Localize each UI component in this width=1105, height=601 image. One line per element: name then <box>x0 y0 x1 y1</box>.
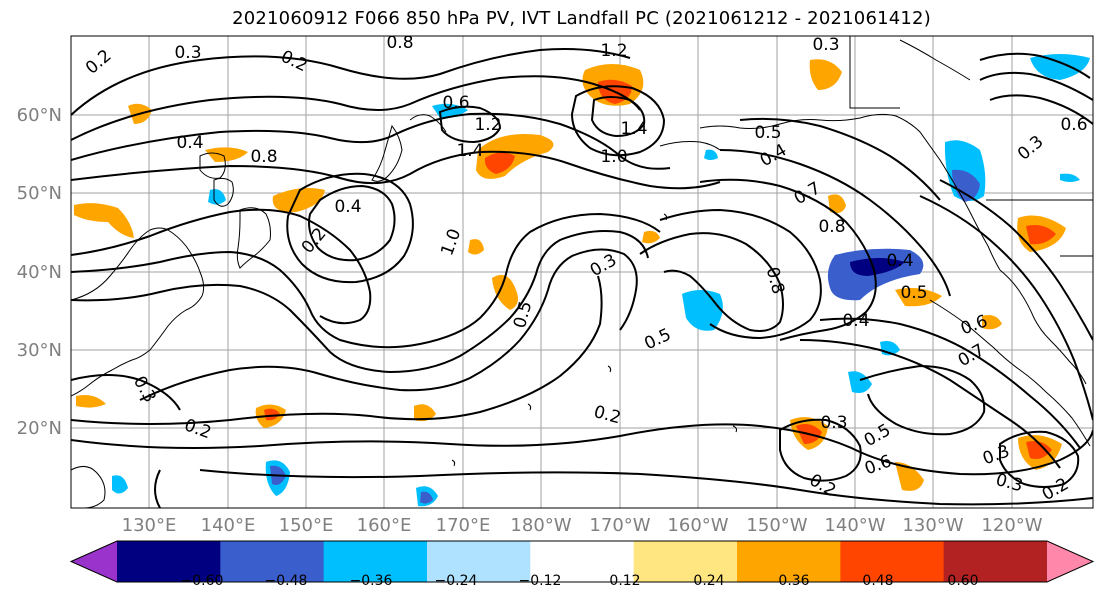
pv-patch-positive <box>76 395 106 408</box>
contour-label: 0.8 <box>386 33 413 53</box>
lat-label-40n: 40°N <box>17 262 62 283</box>
contour-label: 0.5 <box>754 123 781 143</box>
colorbar-tick-label: −0.60 <box>181 573 224 589</box>
lat-label-50n: 50°N <box>17 183 62 204</box>
colorbar-segment <box>530 541 635 582</box>
contour-label: 0.8 <box>818 217 845 237</box>
contour-label: 0.4 <box>176 133 203 153</box>
pv-patch-positive <box>492 274 518 310</box>
colorbar-segment <box>117 541 221 582</box>
colorbar-tick-label: −0.12 <box>519 573 562 589</box>
pv-patch-positive <box>272 188 325 213</box>
colorbar-segment <box>633 541 738 582</box>
latitude-labels: 60°N 50°N 40°N 30°N 20°N <box>17 105 62 439</box>
contour-label: 1.2 <box>474 115 501 135</box>
gridlines <box>71 36 1093 508</box>
pv-patch-positive <box>982 315 1002 330</box>
longitude-labels: 130°E 140°E 150°E 160°E 170°E 180°W 170°… <box>122 515 1043 536</box>
pv-patch-strong-positive <box>1026 225 1056 245</box>
pv-patch-strong-negative <box>420 491 433 504</box>
map-frame <box>70 35 1094 509</box>
pv-patch-strong-negative <box>952 169 980 202</box>
pv-patch-negative <box>1030 54 1090 80</box>
lon-label-180w: 180°W <box>510 515 571 536</box>
lat-label-60n: 60°N <box>17 105 62 126</box>
lon-label-160w: 160°W <box>667 515 728 536</box>
contour-label: 0.8 <box>250 147 277 167</box>
colorbar-extension-right <box>1047 541 1093 582</box>
pv-patch-strong-positive <box>1026 441 1052 459</box>
colorbar-segment <box>943 541 1048 582</box>
map-title: 2021060912 F066 850 hPa PV, IVT Landfall… <box>232 8 931 29</box>
contour-label: 0.3 <box>174 43 201 63</box>
colorbar-segment <box>840 541 945 582</box>
pv-patch-positive <box>895 462 924 491</box>
pv-patch-positive <box>828 194 846 214</box>
lon-label-140e: 140°E <box>201 515 256 536</box>
lon-label-130e: 130°E <box>122 515 177 536</box>
lon-label-170e: 170°E <box>436 515 491 536</box>
colorbar-segment <box>220 541 325 582</box>
colorbar-tick-label: 0.60 <box>947 573 978 589</box>
contour-label: 1.0 <box>600 147 627 167</box>
lon-label-150w: 150°W <box>746 515 807 536</box>
lat-label-30n: 30°N <box>17 340 62 361</box>
contour-label: 0.4 <box>842 311 869 331</box>
colorbar-tick-label: −0.36 <box>350 573 393 589</box>
lon-label-170w: 170°W <box>589 515 650 536</box>
colorbar-segment <box>323 541 428 582</box>
pv-patch-negative <box>848 371 872 393</box>
contour-label: 1.4 <box>620 119 647 139</box>
pv-patch-strong-positive <box>484 152 515 174</box>
pv-patch-negative <box>1060 173 1080 182</box>
lon-label-150e: 150°E <box>279 515 334 536</box>
contour-label: 0.6 <box>442 93 469 113</box>
colorbar-tick-label: −0.24 <box>435 573 478 589</box>
coastlines <box>71 36 1093 508</box>
ivt-contours <box>71 48 1093 508</box>
pv-patch-negative <box>704 149 718 160</box>
colorbar-tick-labels: −0.60 −0.48 −0.36 −0.24 −0.12 0.12 0.24 … <box>181 573 979 589</box>
colorbar-segment <box>427 541 531 582</box>
pv-patch-negative <box>208 189 226 205</box>
colorbar-tick-label: 0.36 <box>778 573 809 589</box>
colorbar-segment <box>737 541 841 582</box>
lon-label-130w: 130°W <box>902 515 963 536</box>
contour-label: 0.5 <box>900 283 927 303</box>
lat-label-20n: 20°N <box>17 418 62 439</box>
colorbar-tick-label: 0.24 <box>693 573 724 589</box>
pv-patch-positive <box>895 288 942 307</box>
lon-label-160e: 160°E <box>357 515 412 536</box>
pv-patch-positive <box>642 230 660 244</box>
contour-label: 0.4 <box>886 251 913 271</box>
contour-label-layer: 0.3 0.2 0.8 1.2 0.3 0.4 0.2 0.6 1.2 1.4 … <box>82 33 1088 505</box>
pv-patch-strong-negative <box>850 258 905 276</box>
pv-patch-strong-positive <box>264 408 280 421</box>
colorbar-outline <box>69 540 1095 583</box>
contour-label: 0.3 <box>820 413 847 433</box>
pv-patch-negative <box>112 475 128 494</box>
colorbar-extension-left <box>71 541 117 582</box>
pv-patch-positive <box>809 59 842 90</box>
pv-patch-positive <box>468 239 484 255</box>
contour-label: 0.4 <box>334 197 361 217</box>
colorbar-tick-label: 0.12 <box>609 573 640 589</box>
lon-label-140w: 140°W <box>824 515 885 536</box>
colorbar-tick-label: 0.48 <box>862 573 893 589</box>
pv-patch-positive <box>414 404 436 422</box>
contour-label: 0.6 <box>1060 115 1087 135</box>
colorbar <box>69 540 1095 583</box>
contour-label: 0.3 <box>812 35 839 55</box>
pv-patch-positive <box>205 147 248 162</box>
pv-patch-positive <box>74 203 134 238</box>
lon-label-120w: 120°W <box>981 515 1042 536</box>
colorbar-tick-label: −0.48 <box>265 573 308 589</box>
contour-label: 1.4 <box>456 141 483 161</box>
contour-label: 1.2 <box>600 41 627 61</box>
